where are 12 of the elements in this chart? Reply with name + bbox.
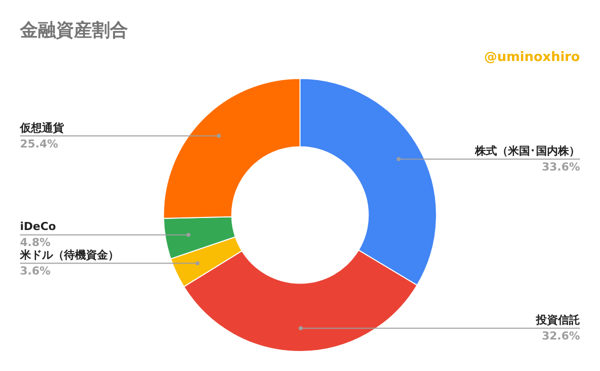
slice-label: 株式（米国･国内株） xyxy=(474,144,580,158)
data-label: 25.4% xyxy=(20,137,58,150)
data-label: 32.6% xyxy=(542,330,580,343)
slice-label: iDeCo xyxy=(20,220,56,234)
slice-label: 米ドル（待機資金） xyxy=(19,248,119,262)
data-label: 3.6% xyxy=(20,264,51,278)
data-label: 33.6% xyxy=(542,160,580,174)
text: @uminoxhiro xyxy=(484,50,580,65)
chart-title: 金融資産割合 xyxy=(20,19,128,42)
data-label: 4.8% xyxy=(20,236,51,250)
slice-label: 仮想通貨 xyxy=(19,121,65,134)
slice-label: 投資信託 xyxy=(535,314,580,327)
